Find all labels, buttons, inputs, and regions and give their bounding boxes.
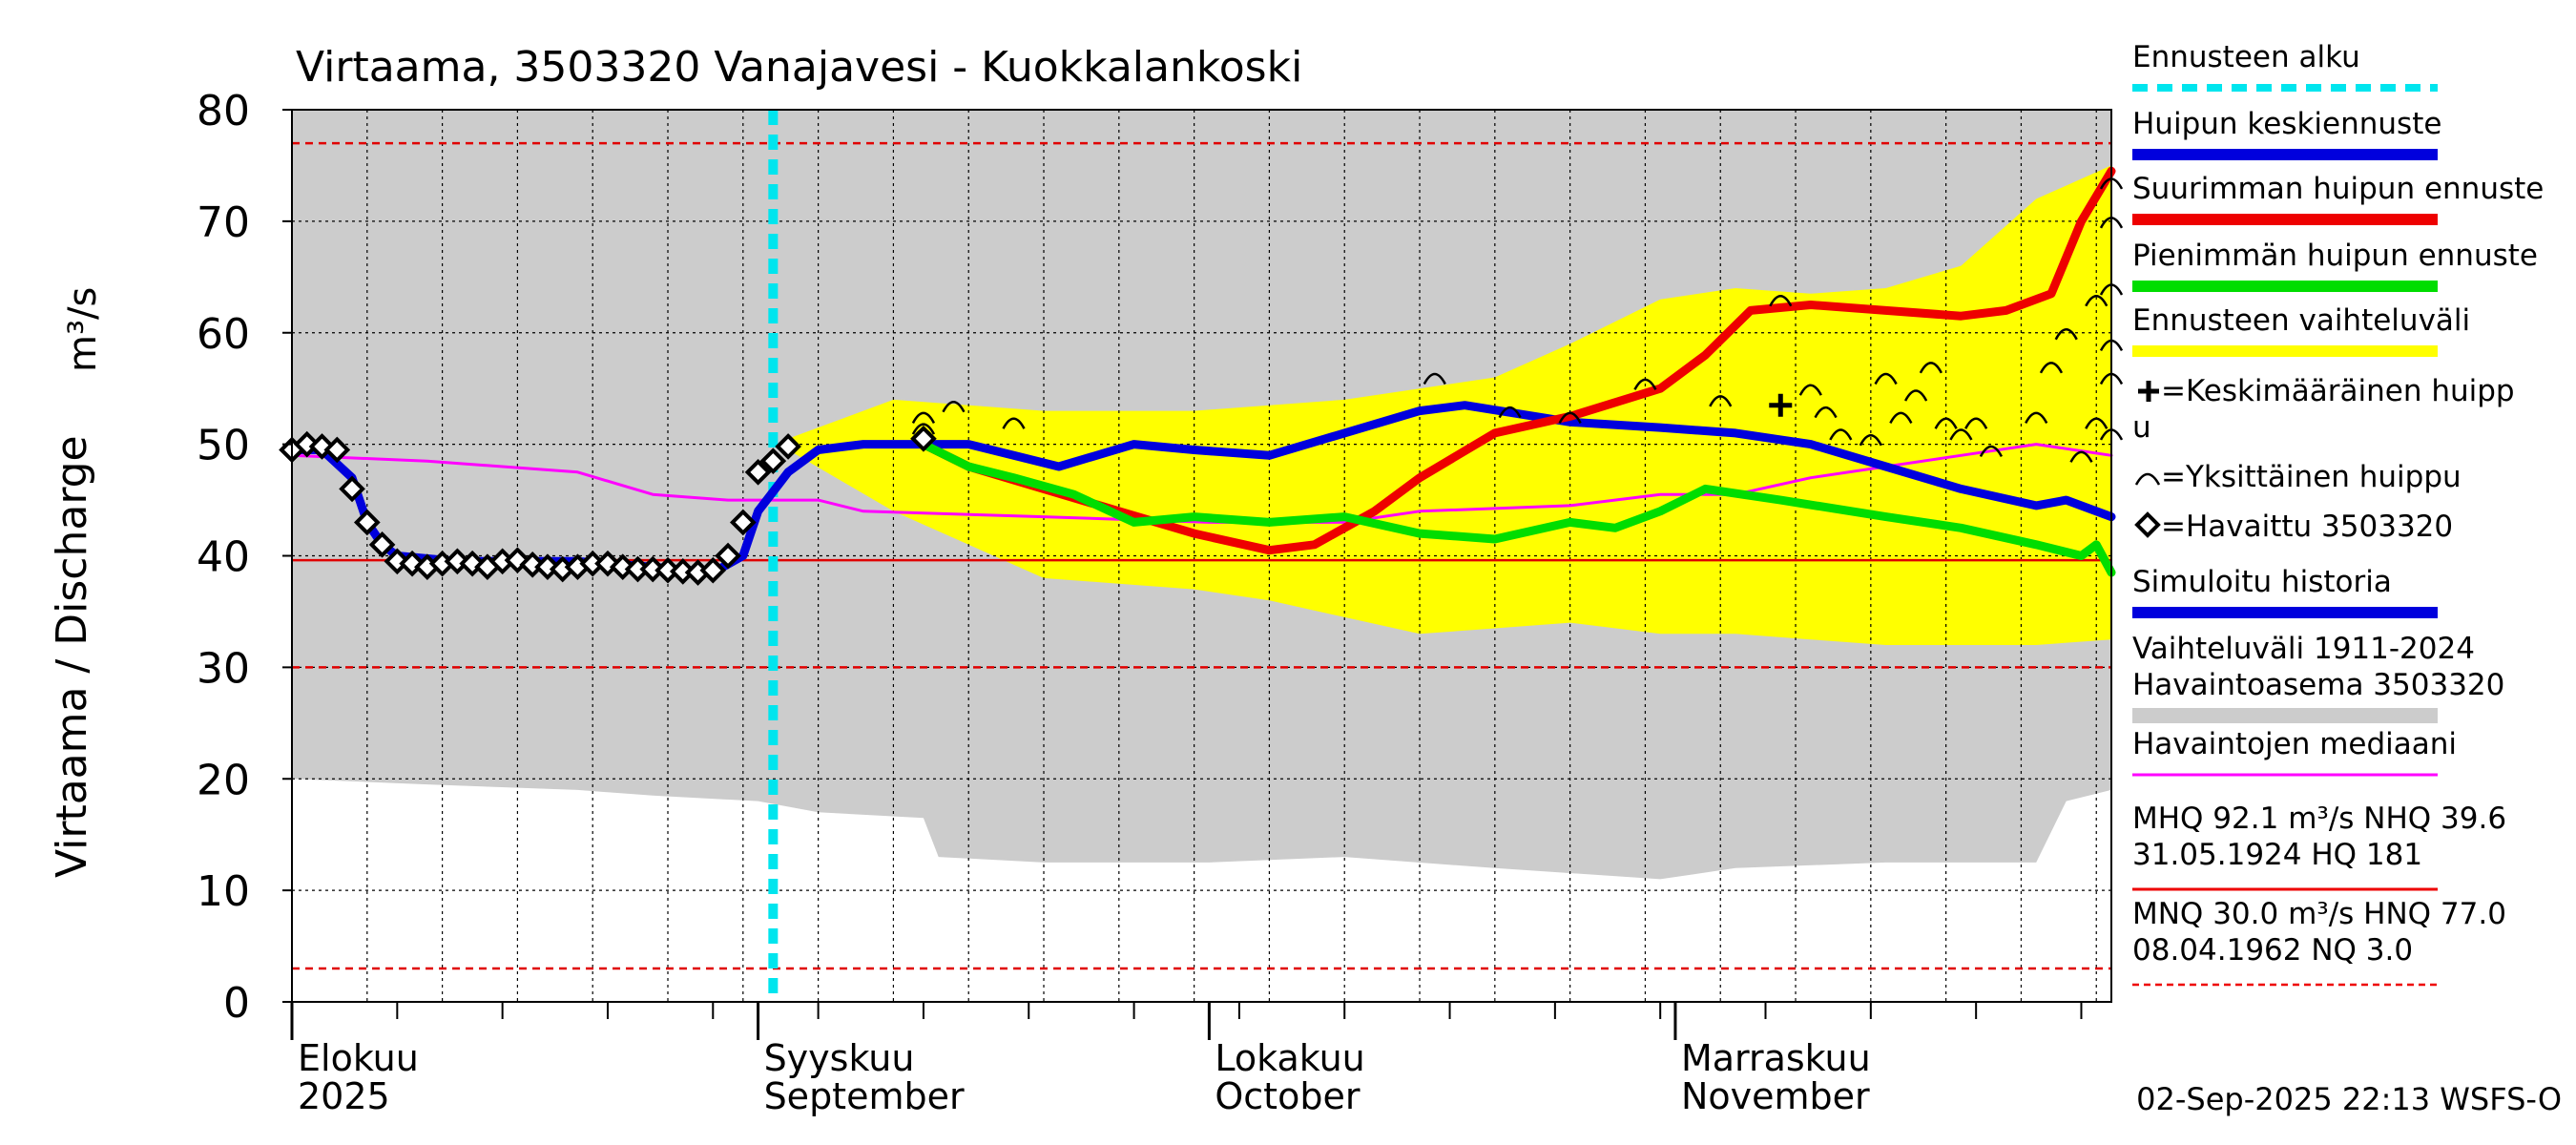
individual-peak-mark — [1498, 406, 1522, 419]
individual-peak-mark — [2069, 450, 2093, 463]
month-label-fi: Elokuu — [298, 1037, 419, 1079]
legend-label-line2: 08.04.1962 NQ 3.0 — [2132, 933, 2413, 968]
legend-label-line2: Havaintoasema 3503320 — [2132, 668, 2504, 702]
legend-diamond-icon — [2134, 511, 2161, 538]
legend-plus-icon — [2138, 381, 2159, 402]
observed-point — [729, 509, 757, 536]
y-tick-label: 20 — [197, 756, 250, 804]
legend-label-line2: u — [2132, 410, 2151, 445]
individual-peak-mark — [2054, 328, 2078, 341]
legend-label: Suurimman huipun ennuste — [2132, 172, 2544, 206]
legend-label: Ennusteen alku — [2132, 40, 2360, 74]
legend-label: Huipun keskiennuste — [2132, 107, 2441, 141]
series-line-pienimmän-huipun-ennuste — [919, 440, 2116, 577]
legend-label: Havaintojen mediaani — [2132, 727, 2457, 761]
legend-label: Vaihteluväli 1911-2024 — [2132, 632, 2475, 666]
legend-label-line2: 31.05.1924 HQ 181 — [2132, 838, 2422, 872]
individual-peak-mark — [1979, 445, 2004, 458]
observed-point — [368, 531, 396, 558]
individual-peak-mark — [2085, 417, 2109, 429]
individual-peak-mark — [1964, 417, 1988, 429]
individual-peak-mark — [942, 401, 966, 413]
chart-title: Virtaama, 3503320 Vanajavesi - Kuokkalan… — [296, 43, 1302, 92]
y-tick-label: 70 — [197, 198, 250, 247]
observed-point — [715, 542, 741, 570]
observed-point — [759, 448, 787, 474]
y-tick-label: 50 — [197, 422, 250, 470]
individual-peak-mark — [911, 423, 936, 435]
observed-point — [323, 436, 351, 464]
legend-label: =Havaittu 3503320 — [2161, 510, 2453, 544]
month-label-fi: Syyskuu — [764, 1037, 915, 1079]
observed-point — [339, 475, 365, 503]
y-tick-label: 30 — [197, 644, 250, 693]
individual-peak-mark — [1798, 384, 1822, 396]
legend: Ennusteen alku Huipun keskiennuste Suurimm… — [2132, 40, 2544, 987]
y-tick-label: 0 — [223, 979, 250, 1028]
individual-peak-mark — [1934, 417, 1958, 429]
legend-label: MNQ 30.0 m³/s HNQ 77.0 — [2132, 897, 2506, 931]
individual-peak-mark — [1874, 372, 1898, 385]
legend-label: Ennusteen vaihteluväli — [2132, 303, 2470, 338]
month-label-fi: Lokakuu — [1215, 1037, 1364, 1079]
individual-peak-mark — [1709, 395, 1733, 407]
individual-peak-mark — [1633, 378, 1657, 390]
individual-peak-mark — [1859, 434, 1882, 447]
observed-point — [699, 556, 727, 584]
individual-peak-mark — [2039, 362, 2064, 374]
individual-peak-mark — [1769, 294, 1793, 307]
individual-peak-mark — [1904, 389, 1928, 402]
legend-label: =Keskimääräinen huipp — [2161, 374, 2515, 408]
observed-point — [910, 425, 937, 452]
month-label-en: October — [1215, 1075, 1360, 1117]
y-tick-label: 40 — [197, 533, 250, 582]
legend-label: Pienimmän huipun ennuste — [2132, 239, 2538, 273]
individual-peak-mark — [911, 411, 936, 425]
individual-peak-mark — [1423, 372, 1446, 385]
observed-point — [353, 509, 381, 536]
y-tick-label: 80 — [197, 87, 250, 135]
month-label-en: 2025 — [298, 1075, 390, 1117]
legend-label: Simuloitu historia — [2132, 565, 2392, 599]
individual-peak-mark — [1002, 417, 1026, 429]
month-label-en: November — [1681, 1075, 1870, 1117]
footer-timestamp: 02-Sep-2025 22:13 WSFS-O — [2136, 1081, 2562, 1117]
series-line-huipun-keskiennuste — [919, 401, 2116, 522]
y-axis-unit: m³/s — [61, 287, 105, 372]
individual-peak-mark — [1558, 411, 1582, 425]
y-axis-label: Virtaama / Discharge — [48, 435, 96, 878]
individual-peak-mark — [1829, 428, 1853, 441]
month-label-fi: Marraskuu — [1681, 1037, 1871, 1079]
individual-peak-mark — [2025, 411, 2048, 425]
individual-peak-mark — [1919, 362, 1942, 374]
individual-peak-mark — [1814, 406, 1838, 419]
legend-label: =Yksittäinen huippu — [2161, 460, 2462, 494]
observed-point — [775, 433, 801, 460]
y-tick-label: 60 — [197, 310, 250, 359]
legend-arc-icon — [2134, 472, 2161, 486]
y-tick-label: 10 — [197, 867, 250, 916]
individual-peak-mark — [1889, 411, 1913, 425]
mean-peak-mark — [1769, 393, 1793, 417]
observed-point — [744, 459, 772, 486]
individual-peak-mark — [1949, 428, 1973, 441]
legend-label: MHQ 92.1 m³/s NHQ 39.6 — [2132, 802, 2506, 836]
month-label-en: September — [764, 1075, 965, 1117]
individual-peak-mark — [2085, 294, 2109, 307]
